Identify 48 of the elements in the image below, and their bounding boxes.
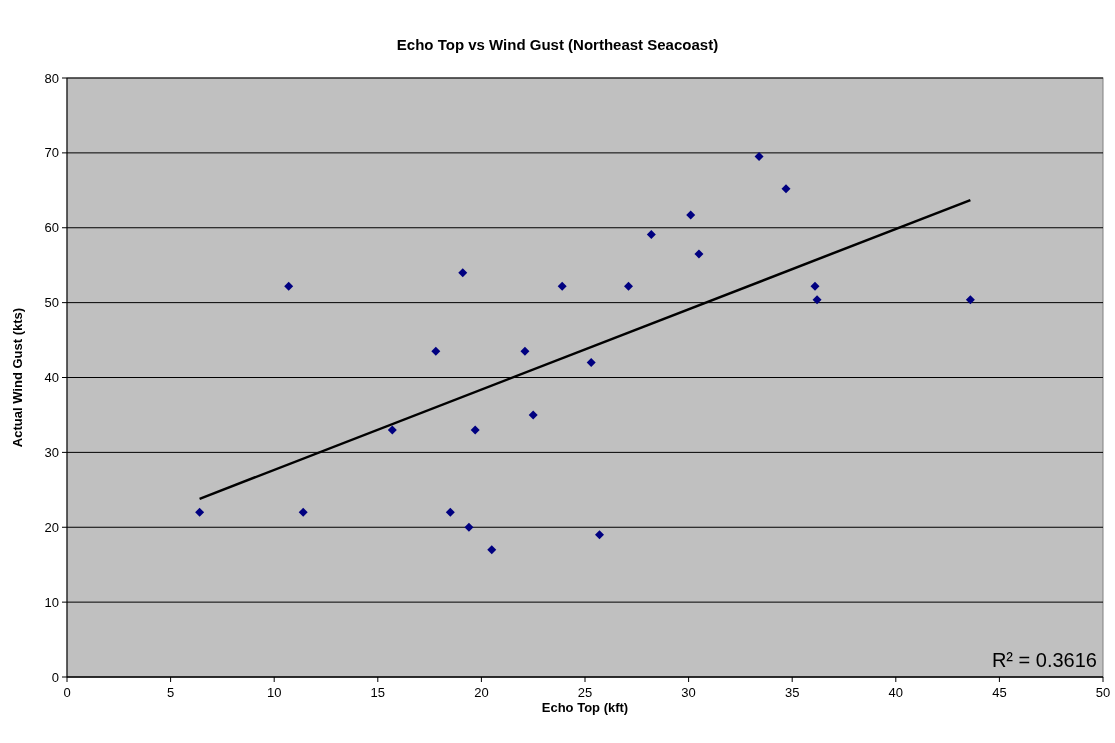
- y-tick-label: 0: [51, 669, 59, 685]
- x-tick-label: 20: [474, 685, 489, 700]
- point: [595, 530, 604, 540]
- y-axis-title: Actual Wind Gust (kts): [10, 307, 25, 448]
- x-tick-label: 30: [681, 685, 696, 700]
- point: [458, 268, 468, 278]
- x-tick-label: 35: [784, 685, 800, 700]
- point: [694, 249, 704, 259]
- y-tick-label: 10: [44, 594, 59, 610]
- x-tick-label: 45: [992, 685, 1007, 700]
- x-tick-label: 40: [888, 685, 904, 700]
- point: [298, 507, 308, 517]
- chart-title: Echo Top vs Wind Gust (Northeast Seacoast): [396, 36, 719, 53]
- y-tick-label: 50: [44, 295, 59, 311]
- y-tick-label: 70: [44, 145, 59, 161]
- x-tick-label: 10: [266, 685, 282, 700]
- point: [646, 229, 656, 239]
- x-tick-label: 15: [370, 685, 386, 700]
- point: [781, 184, 791, 194]
- point: [520, 346, 530, 356]
- point: [431, 346, 441, 356]
- point: [487, 545, 497, 555]
- point: [812, 295, 822, 305]
- y-tick-label: 30: [44, 444, 59, 460]
- point: [445, 507, 455, 517]
- point: [284, 281, 294, 291]
- x-tick-label: 50: [1095, 685, 1111, 700]
- x-axis-title: Echo Top (kft): [541, 700, 629, 715]
- point: [965, 295, 975, 305]
- point: [470, 425, 480, 435]
- y-tick-label: 60: [44, 220, 59, 236]
- point: [195, 507, 205, 517]
- point: [810, 281, 820, 291]
- y-tick-label: 20: [44, 519, 59, 535]
- x-tick-label: 5: [166, 685, 175, 700]
- point: [754, 152, 764, 162]
- point: [387, 425, 397, 435]
- point: [557, 281, 567, 291]
- point: [624, 281, 634, 291]
- point: [586, 358, 596, 368]
- x-tick-label: 0: [63, 685, 71, 700]
- y-tick-label: 80: [44, 70, 59, 86]
- point: [464, 522, 474, 532]
- x-tick-label: 25: [577, 685, 593, 700]
- annotation: R² = 0.3616: [991, 649, 1097, 671]
- point: [686, 210, 696, 220]
- point: [528, 410, 538, 420]
- y-tick-label: 40: [44, 370, 59, 386]
